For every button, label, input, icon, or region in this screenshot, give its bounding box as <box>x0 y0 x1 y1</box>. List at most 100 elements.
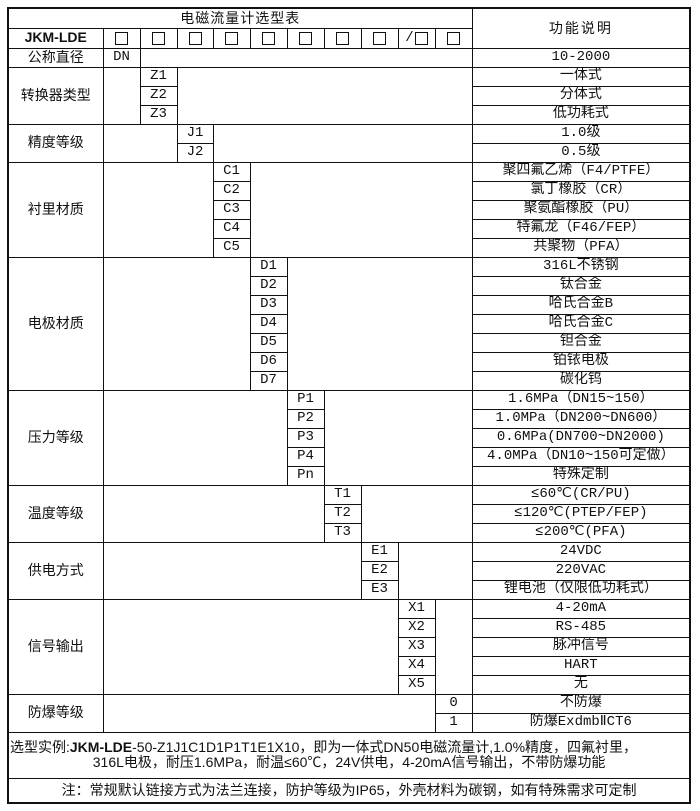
empty-cell <box>102 389 288 486</box>
code-cell: T3 <box>323 522 362 543</box>
code-cell: Z2 <box>139 85 178 106</box>
empty-cell <box>139 47 473 68</box>
section-label: 精度等级 <box>7 123 104 163</box>
description-cell: 特殊定制 <box>471 465 691 486</box>
empty-cell <box>176 66 473 125</box>
code-checkbox-cell <box>176 27 214 49</box>
empty-cell <box>102 66 141 125</box>
example-line1-rest: -50-Z1J1C1D1P1T1E1X10，即为一体式DN50电磁流量计,1.0… <box>132 738 638 755</box>
empty-cell <box>102 161 214 258</box>
code-cell: X5 <box>397 674 436 695</box>
description-cell: 1.0MPa（DN200~DN600） <box>471 408 691 429</box>
description-cell: 特氟龙（F46/FEP） <box>471 218 691 239</box>
code-checkbox-cell <box>434 27 473 49</box>
function-column-header: 功能说明 <box>471 7 691 49</box>
empty-cell <box>102 541 362 600</box>
description-cell: 氯丁橡胶（CR） <box>471 180 691 201</box>
description-cell: 防爆ExdmbⅡCT6 <box>471 712 691 733</box>
code-cell: C5 <box>212 237 251 258</box>
slash-separator: / <box>405 29 414 46</box>
code-checkbox-icon[interactable] <box>299 32 312 46</box>
code-cell: J1 <box>176 123 214 144</box>
empty-cell <box>102 598 399 695</box>
empty-cell <box>102 484 325 543</box>
description-cell: 碳化钨 <box>471 370 691 391</box>
description-cell: 4.0MPa（DN10~150可定做） <box>471 446 691 467</box>
note-text: 注：常规默认链接方式为法兰连接，防护等级为IP65，外壳材料为碳钢，如有特殊需求… <box>7 777 691 804</box>
code-checkbox-cell <box>249 27 288 49</box>
code-checkbox-icon[interactable] <box>447 32 461 46</box>
code-cell: D3 <box>249 294 288 315</box>
empty-cell <box>212 123 473 163</box>
example-prefix: 选型实例: <box>10 738 70 755</box>
description-cell: 1.6MPa（DN15~150） <box>471 389 691 410</box>
code-cell: D4 <box>249 313 288 334</box>
code-cell: T2 <box>323 503 362 524</box>
description-cell: 无 <box>471 674 691 695</box>
description-cell: 聚四氟乙烯（F4/PTFE） <box>471 161 691 182</box>
section-label: 供电方式 <box>7 541 104 600</box>
code-cell: D5 <box>249 332 288 353</box>
code-checkbox-icon[interactable] <box>262 32 275 46</box>
code-cell: D2 <box>249 275 288 296</box>
section-label: 信号输出 <box>7 598 104 695</box>
code-checkbox-cell: / <box>397 27 436 49</box>
description-cell: 10-2000 <box>471 47 691 68</box>
code-checkbox-icon[interactable] <box>188 32 202 46</box>
code-cell: C3 <box>212 199 251 220</box>
description-cell: 4-20mA <box>471 598 691 619</box>
code-cell: P3 <box>286 427 325 448</box>
section-label: 压力等级 <box>7 389 104 486</box>
description-cell: 不防爆 <box>471 693 691 714</box>
description-cell: 钽合金 <box>471 332 691 353</box>
code-checkbox-icon[interactable] <box>373 32 386 46</box>
description-cell: 脉冲信号 <box>471 636 691 657</box>
code-checkbox-icon[interactable] <box>336 32 349 46</box>
description-cell: 哈氏合金C <box>471 313 691 334</box>
code-checkbox-cell <box>286 27 325 49</box>
section-label: 衬里材质 <box>7 161 104 258</box>
code-checkbox-icon[interactable] <box>152 32 165 46</box>
example-line-2: 316L电极，耐压1.6MPa，耐温≤60℃，24V供电，4-20mA信号输出，… <box>92 754 606 770</box>
code-cell: X3 <box>397 636 436 657</box>
description-cell: 0.6MPa(DN700~DN2000) <box>471 427 691 448</box>
empty-cell <box>286 256 473 391</box>
code-checkbox-cell <box>102 27 141 49</box>
example-line-1: 选型实例:JKM-LDE-50-Z1J1C1D1P1T1E1X10，即为一体式D… <box>10 738 688 755</box>
description-cell: ≤120℃(PTEP/FEP) <box>471 503 691 524</box>
description-cell: 铂铱电极 <box>471 351 691 372</box>
page-title: 电磁流量计选型表 <box>7 7 473 29</box>
code-cell: C2 <box>212 180 251 201</box>
empty-cell <box>102 693 436 733</box>
code-checkbox-cell <box>139 27 178 49</box>
code-cell: P4 <box>286 446 325 467</box>
code-checkbox-icon[interactable] <box>225 32 238 46</box>
code-cell: DN <box>102 47 141 68</box>
description-cell: 哈氏合金B <box>471 294 691 315</box>
code-checkbox-icon[interactable] <box>414 31 428 45</box>
code-cell: E3 <box>360 579 399 600</box>
section-label: 转换器类型 <box>7 66 104 125</box>
empty-cell <box>102 256 251 391</box>
code-checkbox-cell <box>212 27 251 49</box>
description-cell: ≤200℃(PFA) <box>471 522 691 543</box>
description-cell: 24VDC <box>471 541 691 562</box>
code-cell: 0 <box>434 693 473 714</box>
description-cell: 聚氨酯橡胶（PU） <box>471 199 691 220</box>
description-cell: 一体式 <box>471 66 691 87</box>
code-cell: T1 <box>323 484 362 505</box>
selection-example: 选型实例:JKM-LDE-50-Z1J1C1D1P1T1E1X10，即为一体式D… <box>7 731 691 779</box>
code-cell: Z3 <box>139 104 178 125</box>
section-label: 温度等级 <box>7 484 104 543</box>
description-cell: 分体式 <box>471 85 691 106</box>
code-checkbox-cell <box>323 27 362 49</box>
description-cell: 316L不锈钢 <box>471 256 691 277</box>
example-model-code: JKM-LDE <box>69 738 133 755</box>
code-cell: E1 <box>360 541 399 562</box>
code-checkbox-icon[interactable] <box>115 32 128 46</box>
selection-table: 电磁流量计选型表 功能说明 JKM-LDE / 公称直径 DN 10-2000 转换器类型 Z1… <box>7 7 692 804</box>
empty-cell <box>397 541 473 600</box>
code-cell: D7 <box>249 370 288 391</box>
code-cell: Pn <box>286 465 325 486</box>
